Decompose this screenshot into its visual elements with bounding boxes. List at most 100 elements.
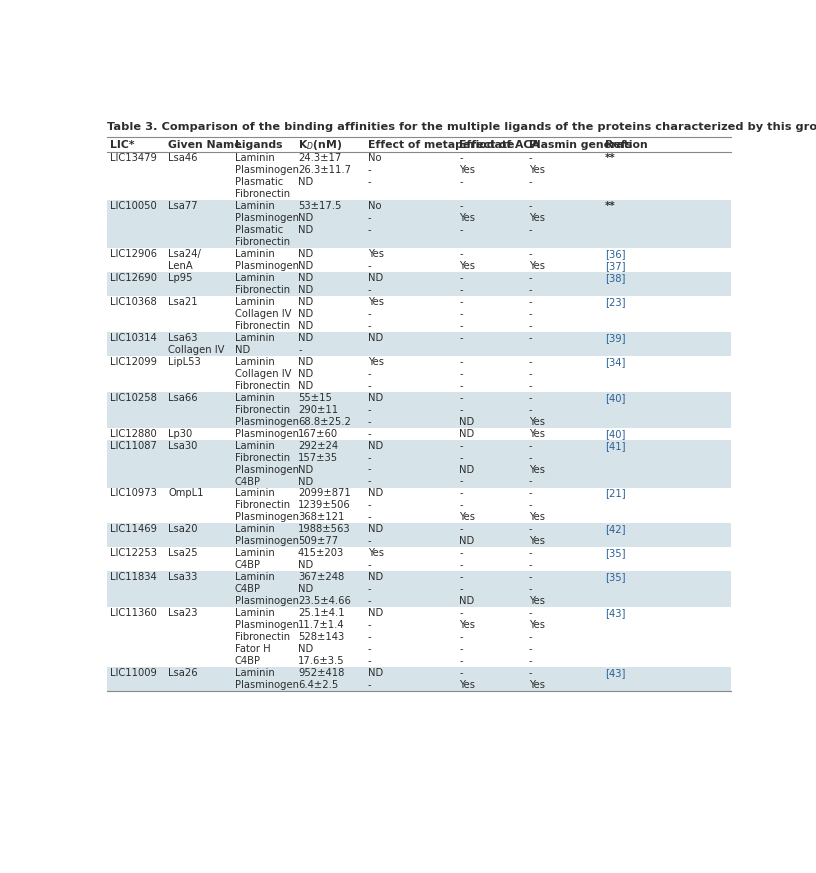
Text: -: -: [367, 536, 371, 546]
Bar: [107, 560, 731, 571]
Text: 292±24: 292±24: [298, 441, 338, 450]
Text: 1239±506: 1239±506: [298, 500, 351, 511]
Text: ND: ND: [367, 273, 383, 283]
Bar: [107, 451, 731, 464]
Bar: [107, 512, 731, 524]
Text: [42]: [42]: [605, 525, 625, 534]
Text: LenA: LenA: [168, 261, 193, 272]
Text: LIC10258: LIC10258: [109, 393, 157, 402]
Text: Plasminogen: Plasminogen: [235, 620, 299, 630]
Text: -: -: [529, 381, 533, 391]
Text: -: -: [367, 680, 371, 690]
Text: Plasmin generation: Plasmin generation: [529, 140, 648, 150]
Text: -: -: [367, 632, 371, 642]
Text: [39]: [39]: [605, 333, 625, 343]
Text: ND: ND: [459, 429, 475, 438]
Text: Lsa77: Lsa77: [168, 202, 198, 211]
Text: -: -: [367, 477, 371, 486]
Text: 1988±563: 1988±563: [298, 525, 351, 534]
Bar: [107, 200, 731, 212]
Text: ND: ND: [459, 416, 475, 427]
Text: [40]: [40]: [605, 429, 625, 438]
Text: -: -: [529, 225, 533, 235]
Text: -: -: [459, 357, 463, 367]
Text: K$_D$(nM): K$_D$(nM): [298, 138, 342, 152]
Bar: [107, 607, 731, 619]
Text: Lsa30: Lsa30: [168, 441, 197, 450]
Text: ND: ND: [298, 321, 313, 331]
Bar: [107, 248, 731, 260]
Text: LIC10314: LIC10314: [109, 333, 157, 343]
Bar: [107, 164, 731, 176]
Text: 509±77: 509±77: [298, 536, 338, 546]
Text: -: -: [529, 357, 533, 367]
Text: 167±60: 167±60: [298, 429, 338, 438]
Text: -: -: [459, 608, 463, 618]
Text: -: -: [367, 464, 371, 475]
Bar: [107, 464, 731, 476]
Bar: [107, 332, 731, 344]
Text: ND: ND: [367, 333, 383, 343]
Text: [37]: [37]: [605, 261, 625, 272]
Text: 17.6±3.5: 17.6±3.5: [298, 656, 344, 666]
Text: -: -: [459, 393, 463, 402]
Text: -: -: [529, 668, 533, 678]
Text: ND: ND: [298, 249, 313, 259]
Text: Yes: Yes: [529, 596, 545, 606]
Bar: [107, 535, 731, 547]
Text: Yes: Yes: [459, 512, 475, 522]
Text: Yes: Yes: [529, 464, 545, 475]
Text: LIC12880: LIC12880: [109, 429, 157, 438]
Text: -: -: [367, 261, 371, 272]
Text: Laminin: Laminin: [235, 333, 274, 343]
Text: -: -: [529, 441, 533, 450]
Text: Plasminogen: Plasminogen: [235, 680, 299, 690]
Text: ND: ND: [298, 225, 313, 235]
Text: Refs: Refs: [605, 140, 632, 150]
Text: C4BP: C4BP: [235, 560, 261, 570]
Text: -: -: [529, 297, 533, 307]
Text: Plasminogen: Plasminogen: [235, 429, 299, 438]
Text: [43]: [43]: [605, 668, 625, 678]
Text: -: -: [529, 202, 533, 211]
Bar: [107, 212, 731, 224]
Text: 528±143: 528±143: [298, 632, 344, 642]
Text: Yes: Yes: [529, 429, 545, 438]
Text: -: -: [459, 297, 463, 307]
Text: Collagen IV: Collagen IV: [235, 369, 291, 379]
Text: Laminin: Laminin: [235, 489, 274, 498]
Text: 290±11: 290±11: [298, 405, 338, 415]
Text: 53±17.5: 53±17.5: [298, 202, 341, 211]
Text: Yes: Yes: [529, 166, 545, 175]
Text: Lsa63: Lsa63: [168, 333, 198, 343]
Text: Laminin: Laminin: [235, 608, 274, 618]
Text: -: -: [459, 369, 463, 379]
Text: Ligands: Ligands: [235, 140, 282, 150]
Text: -: -: [459, 381, 463, 391]
Text: C4BP: C4BP: [235, 656, 261, 666]
Text: Yes: Yes: [459, 620, 475, 630]
Text: Plasminogen: Plasminogen: [235, 512, 299, 522]
Text: -: -: [367, 166, 371, 175]
Text: [35]: [35]: [605, 548, 625, 559]
Text: LIC11360: LIC11360: [109, 608, 157, 618]
Text: 26.3±11.7: 26.3±11.7: [298, 166, 351, 175]
Text: -: -: [459, 548, 463, 559]
Text: ND: ND: [298, 177, 313, 188]
Text: LIC10973: LIC10973: [109, 489, 157, 498]
Text: LIC10050: LIC10050: [109, 202, 157, 211]
Text: LIC11469: LIC11469: [109, 525, 157, 534]
Text: Plasminogen: Plasminogen: [235, 416, 299, 427]
Bar: [107, 368, 731, 380]
Text: ND: ND: [367, 489, 383, 498]
Text: C4BP: C4BP: [235, 584, 261, 595]
Bar: [107, 224, 731, 237]
Bar: [107, 344, 731, 356]
Text: OmpL1: OmpL1: [168, 489, 204, 498]
Text: -: -: [367, 225, 371, 235]
Text: Yes: Yes: [459, 166, 475, 175]
Text: Laminin: Laminin: [235, 668, 274, 678]
Text: -: -: [529, 500, 533, 511]
Text: ND: ND: [298, 309, 313, 319]
Text: Effect of ACA: Effect of ACA: [459, 140, 540, 150]
